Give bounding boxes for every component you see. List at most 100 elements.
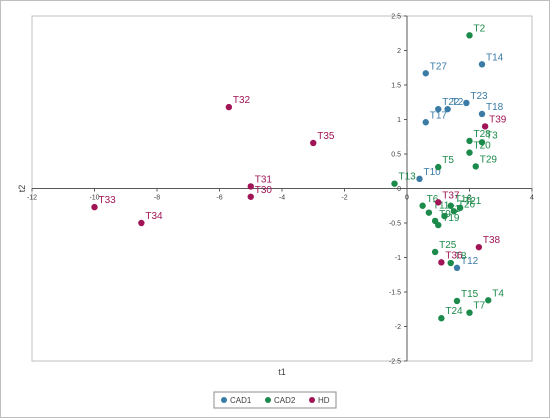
x-tick-label: -12 (27, 195, 37, 202)
point-label: T12 (461, 256, 479, 267)
point-label: T2 (474, 23, 486, 34)
data-point (447, 202, 454, 209)
point-label: T39 (489, 114, 507, 125)
data-point (247, 193, 254, 200)
legend-marker (309, 397, 315, 403)
point-label: T33 (99, 195, 117, 206)
point-label: T32 (233, 95, 251, 106)
point-label: T23 (470, 91, 488, 102)
x-tick-label: 4 (530, 195, 534, 202)
point-label: T36 (445, 250, 463, 261)
data-point (438, 259, 445, 266)
data-point (435, 163, 442, 171)
y-tick-label: -1.5 (389, 290, 401, 297)
point-label: T35 (317, 131, 335, 142)
point-label: T28 (474, 129, 492, 140)
data-point (391, 180, 398, 187)
x-tick-label: -4 (279, 195, 285, 202)
y-axis-title: t2 (17, 185, 27, 193)
point-label: T5 (442, 155, 454, 166)
data-point (466, 149, 473, 156)
data-point (453, 264, 461, 272)
data-point (463, 99, 470, 107)
y-tick-label: 2.5 (391, 14, 401, 21)
legend-marker (265, 397, 271, 403)
point-label: T25 (439, 240, 457, 251)
data-point (453, 297, 461, 305)
y-tick-label: -1 (395, 255, 401, 262)
data-point (456, 204, 464, 212)
point-label: T11 (433, 201, 450, 212)
point-label: T30 (255, 185, 273, 196)
x-tick-label: -2 (341, 195, 347, 202)
data-point (466, 309, 473, 316)
y-tick-label: -2.5 (389, 359, 401, 366)
data-point (478, 139, 486, 146)
point-label: T26 (458, 199, 476, 210)
point-label: T38 (483, 235, 501, 246)
y-tick-label: 1 (397, 117, 401, 124)
data-point (447, 259, 454, 267)
y-tick-label: 0.5 (391, 152, 401, 159)
data-point (466, 137, 473, 145)
point-label: T29 (480, 154, 498, 165)
point-label: T24 (445, 306, 463, 317)
y-tick-label: -0.5 (389, 221, 401, 228)
data-point (225, 103, 233, 111)
legend-box (213, 391, 337, 409)
x-axis-title: t1 (278, 367, 286, 377)
data-point (472, 163, 479, 170)
data-point (435, 105, 442, 113)
data-point (138, 219, 145, 227)
data-point (416, 175, 423, 183)
point-label: T18 (486, 102, 504, 113)
data-point (438, 315, 445, 322)
point-label: T10 (424, 167, 442, 178)
data-point (444, 105, 451, 113)
y-tick-label: 2 (397, 48, 401, 55)
point-label: T4 (492, 288, 504, 299)
data-point (450, 208, 458, 215)
legend-marker (221, 397, 227, 403)
point-label: T27 (430, 61, 448, 72)
point-label: T16 (455, 194, 473, 205)
y-tick-label: -2 (395, 324, 401, 331)
data-point (435, 221, 442, 229)
y-tick-label: 0 (397, 186, 401, 193)
point-label: T19 (442, 213, 460, 224)
point-label: T8 (455, 251, 467, 262)
point-label: T17 (430, 110, 448, 121)
point-label: T2 (452, 97, 464, 108)
data-point (466, 32, 473, 39)
point-label: T14 (486, 52, 504, 63)
x-tick-label: 2 (468, 195, 472, 202)
point-label: T15 (461, 289, 479, 300)
data-point (475, 243, 483, 251)
data-point (247, 183, 254, 190)
point-label: T20 (474, 141, 492, 152)
data-point (435, 199, 442, 206)
point-label: T37 (442, 190, 460, 201)
data-point (481, 123, 489, 130)
point-label: T31 (255, 174, 273, 185)
x-tick-label: -8 (154, 195, 160, 202)
x-tick-label: -6 (216, 195, 222, 202)
data-point (431, 248, 439, 256)
point-label: T7 (474, 301, 486, 312)
x-tick-label: -10 (89, 195, 99, 202)
data-point (478, 110, 486, 118)
data-point (310, 139, 317, 147)
legend-label: CAD2 (274, 396, 296, 405)
point-label: T3 (486, 130, 498, 141)
data-point (91, 203, 98, 211)
legend-label: HD (318, 396, 330, 405)
y-tick-label: 1.5 (391, 83, 401, 90)
data-point (419, 202, 426, 209)
data-point (425, 209, 433, 216)
data-point (478, 61, 486, 68)
data-point (485, 297, 492, 304)
data-point (441, 212, 448, 220)
point-label: T21 (464, 196, 482, 207)
